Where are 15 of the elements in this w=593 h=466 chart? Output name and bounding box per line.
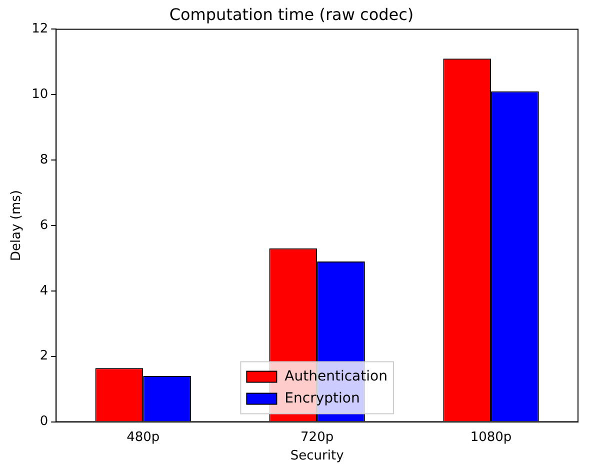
x-tick-label: 480p: [126, 430, 160, 445]
y-tick-label: 0: [40, 414, 48, 430]
x-tick-label: 1080p: [470, 430, 512, 445]
y-tick-label: 4: [40, 283, 48, 298]
legend-label: Encryption: [284, 390, 360, 406]
legend-label: Authentication: [284, 368, 388, 384]
y-tick-label: 10: [32, 87, 48, 102]
x-tick-label: 720p: [300, 430, 334, 445]
x-axis-title: Security: [290, 448, 344, 464]
y-axis-title: Delay (ms): [9, 190, 24, 261]
y-tick-label: 12: [32, 22, 48, 37]
y-tick-label: 2: [40, 348, 48, 364]
y-tick-label: 8: [40, 152, 48, 168]
chart-title: Computation time (raw codec): [169, 4, 414, 24]
y-tick-label: 6: [40, 218, 48, 233]
